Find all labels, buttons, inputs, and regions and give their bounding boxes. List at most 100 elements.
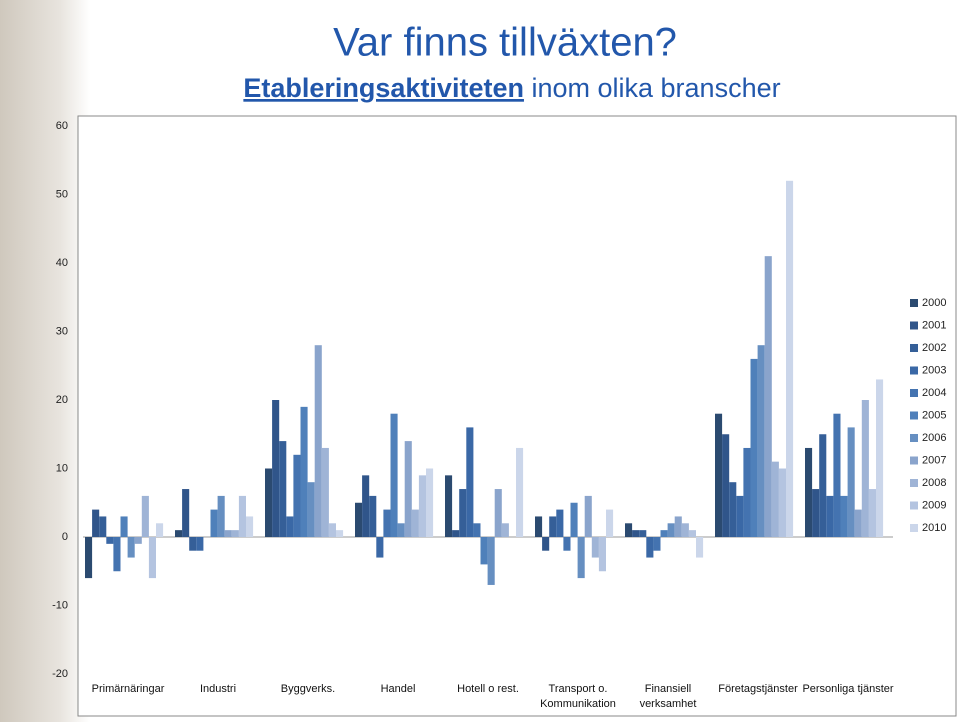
bar (715, 413, 723, 537)
bar (210, 509, 218, 537)
bar (383, 509, 391, 537)
bar (598, 537, 606, 572)
bar (182, 489, 190, 537)
legend-swatch (910, 366, 918, 375)
legend-label: 2000 (922, 297, 946, 309)
bar (279, 441, 287, 537)
bar (606, 509, 614, 537)
bar (321, 447, 329, 537)
chart-subtitle: Etableringsaktiviteten inom olika bransc… (243, 73, 780, 103)
x-tick-label: Hotell o rest. (457, 683, 519, 695)
bar (293, 454, 301, 537)
bar (224, 530, 232, 537)
y-tick-label: 60 (56, 120, 68, 132)
bar (549, 516, 557, 537)
bar (473, 523, 481, 537)
x-tick-label: Företagstjänster (718, 683, 798, 695)
bar (480, 537, 488, 565)
bar (336, 530, 344, 537)
x-tick-label: Industri (199, 683, 237, 695)
bar (113, 537, 121, 572)
bar (750, 358, 758, 537)
bar (300, 406, 308, 537)
legend-swatch (910, 344, 918, 352)
legend-label: 2010 (922, 522, 946, 534)
legend-label: 2002 (922, 342, 946, 354)
bar (819, 434, 827, 537)
bar (833, 413, 841, 537)
bar (426, 468, 434, 537)
bar (466, 427, 474, 537)
bar (854, 509, 862, 537)
bar (805, 447, 813, 537)
bar (390, 413, 398, 537)
bar (535, 516, 543, 537)
bar (238, 495, 246, 537)
y-tick-label: 10 (56, 462, 68, 474)
bar (411, 509, 419, 537)
bar (584, 495, 592, 537)
bar (736, 495, 744, 537)
legend-swatch (910, 479, 918, 487)
legend-swatch (910, 456, 918, 465)
x-tick-label: Primärnäringar (91, 683, 165, 695)
legend-swatch (910, 501, 918, 510)
bar (272, 400, 280, 537)
legend-label: 2005 (922, 409, 946, 421)
subtitle-text: inom olika branscher (531, 73, 780, 103)
legend-label: 2003 (922, 364, 946, 376)
bar (106, 537, 114, 544)
bar (696, 537, 704, 558)
bar (826, 495, 834, 537)
legend-swatch (910, 389, 918, 397)
bar (674, 516, 682, 537)
bar (771, 461, 779, 537)
bar (757, 345, 765, 537)
bar (156, 523, 164, 537)
bar (452, 530, 460, 537)
chart-title: Var finns tillväxten? (333, 21, 677, 65)
bar (196, 537, 204, 551)
bar (120, 516, 128, 537)
bar (812, 489, 820, 537)
legend-label: 2007 (922, 454, 946, 466)
bar (307, 482, 315, 537)
bar (92, 509, 100, 537)
y-tick-label: 20 (56, 394, 68, 406)
bar (231, 530, 239, 537)
y-tick-label: 40 (56, 257, 68, 269)
bar (688, 530, 696, 537)
bar (639, 530, 647, 537)
bar (840, 495, 848, 537)
bar (459, 489, 467, 537)
bar (418, 475, 426, 537)
bar (127, 537, 135, 558)
bar (355, 502, 363, 537)
bar (328, 523, 336, 537)
legend-swatch (910, 299, 918, 307)
bar (487, 537, 495, 585)
y-tick-label: -10 (52, 599, 68, 611)
x-tick-label: Personliga tjänster (802, 683, 894, 695)
bar (134, 537, 142, 544)
bar (314, 345, 322, 537)
bar (868, 489, 876, 537)
y-tick-label: 0 (62, 531, 68, 543)
bar (861, 400, 869, 537)
bar (764, 256, 772, 537)
bar (175, 530, 183, 537)
legend-label: 2004 (922, 387, 946, 399)
x-tick-label: Handel (380, 683, 416, 695)
bar (577, 537, 585, 579)
bar (494, 489, 502, 537)
bar (722, 434, 730, 537)
bar (646, 537, 654, 558)
bar (729, 482, 737, 537)
bar (246, 516, 254, 537)
bar (542, 537, 550, 551)
bar (876, 379, 884, 537)
bar (286, 516, 294, 537)
legend-label: 2008 (922, 477, 946, 489)
